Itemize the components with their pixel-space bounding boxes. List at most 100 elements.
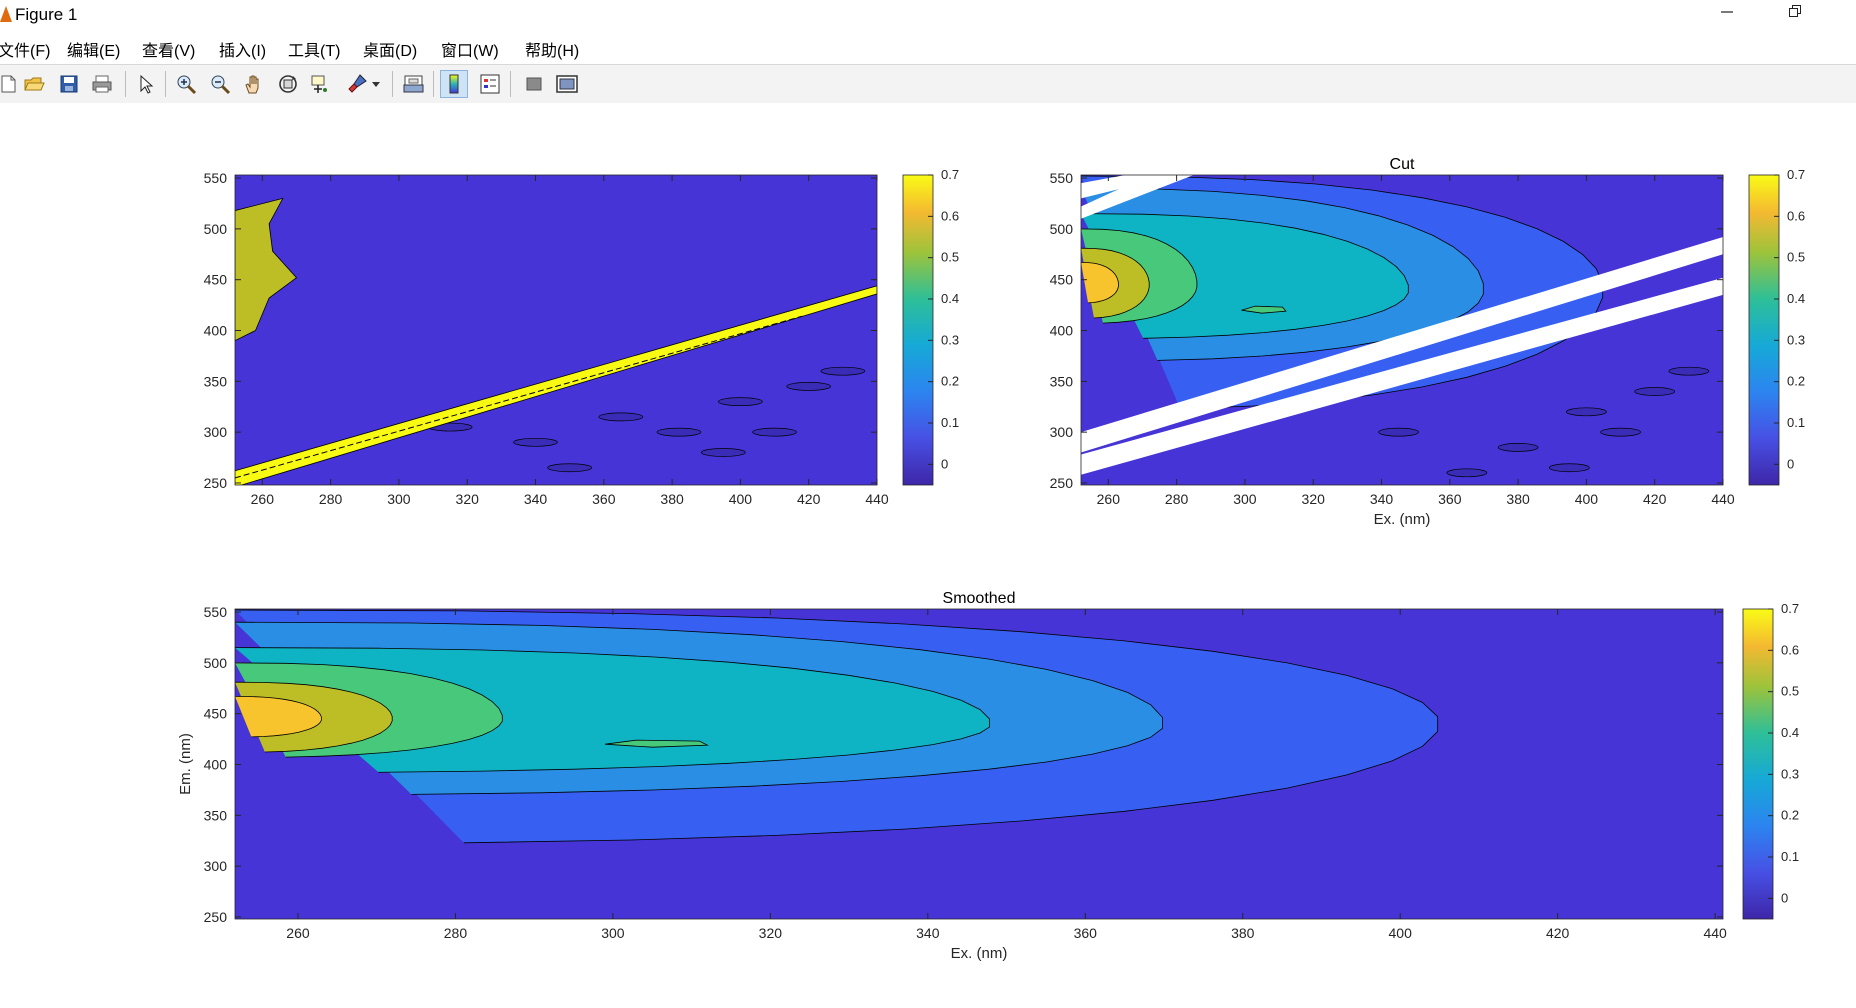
show-plot-tools-button[interactable] [553,70,581,98]
y-tick-label: 400 [204,323,228,339]
colorbar [902,174,934,486]
x-tick-label: 360 [1438,491,1462,507]
colorbar-tick-label: 0.7 [941,167,959,182]
select-arrow-icon [140,74,154,94]
y-tick-label: 350 [1050,373,1074,389]
colorbar-icon [449,74,459,94]
colorbar-tick-label: 0.4 [941,291,959,306]
x-tick-label: 260 [251,491,275,507]
x-tick-label: 380 [1506,491,1530,507]
colorbar-tick-label: 0.5 [1787,250,1805,265]
colorbar [1742,608,1774,920]
menu-edit[interactable]: 编辑(E) [67,43,121,60]
x-tick-label: 280 [1165,491,1189,507]
menu-view[interactable]: 查看(V) [142,43,196,60]
noise-contour [1497,443,1539,452]
data-cursor-button[interactable] [306,70,334,98]
y-tick-label: 550 [204,604,228,620]
colorbar-tick-label: 0.7 [1781,601,1799,616]
colorbar-tick-label: 0 [941,456,948,471]
colorbar-tick-label: 0.2 [1781,808,1799,823]
pan-hand-button[interactable] [240,70,268,98]
plot-area [235,175,877,485]
noise-contour [1446,468,1488,478]
colorbar-tick-label: 0.3 [1787,332,1805,347]
x-tick-label: 400 [1575,491,1599,507]
brush-dropdown-button[interactable] [370,70,382,98]
x-tick-label: 280 [319,491,343,507]
menu-insert[interactable]: 插入(I) [219,43,267,60]
y-tick-label: 350 [204,373,228,389]
restore-button[interactable] [1772,0,1818,30]
x-tick-label: 360 [1074,925,1098,941]
x-tick-label: 300 [1233,491,1257,507]
save-button[interactable] [55,70,83,98]
menu-bar: 文件(F) 编辑(E) 查看(V) 插入(I) 工具(T) 桌面(D) 窗口(W… [0,33,1856,61]
colorbar-tick-label: 0.6 [1781,642,1799,657]
secondary-peak-island [1241,305,1287,314]
noise-contour [1600,427,1641,437]
zoom-out-button[interactable] [206,70,234,98]
noise-contour [700,448,746,457]
zoom-out-icon [211,75,231,95]
open-file-button[interactable] [20,70,48,98]
smoothed-eem-panel: 260 280 300 320 340 360 380 400 420 440 250 300 350 4… [177,590,1799,962]
x-axis-label: Ex. (nm) [1374,511,1431,528]
new-figure-button[interactable] [0,70,22,98]
x-tick-label: 340 [524,491,548,507]
y-tick-label: 500 [1050,221,1074,237]
colorbar-tick-label: 0.4 [1781,725,1799,740]
legend-button[interactable] [476,70,504,98]
x-tick-label: 340 [916,925,940,941]
raw-eem-panel: 260 280 300 320 340 360 380 400 420 440 250 300 350 4… [204,167,959,507]
rotate-3d-button[interactable] [274,70,302,98]
noise-contour [513,437,558,447]
menu-help[interactable]: 帮助(H) [525,43,580,60]
menu-window[interactable]: 窗口(W) [441,43,499,60]
plot-axes-frame [234,174,878,486]
minimize-button[interactable] [1704,0,1750,30]
plot-axes-frame [234,608,1724,920]
colorbar-tick-label: 0 [1781,890,1788,905]
y-tick-label: 450 [204,272,228,288]
x-tick-label: 320 [456,491,480,507]
hide-plot-tools-button[interactable] [520,70,548,98]
select-arrow-button[interactable] [132,70,160,98]
link-plot-button[interactable] [400,70,428,98]
noise-contour [1668,366,1710,376]
y-tick-label: 300 [1050,424,1074,440]
data-cursor-icon [311,75,327,93]
y-tick-label: 400 [204,757,228,773]
colorbar-button[interactable] [440,70,468,98]
menu-desktop[interactable]: 桌面(D) [363,43,418,60]
colorbar-tick-label: 0.5 [1781,684,1799,699]
colorbar [1748,174,1780,486]
menu-file[interactable]: 文件(F) [0,43,51,60]
plot-area [235,609,1723,919]
colorbar-tick-label: 0.4 [1787,291,1805,306]
brush-icon [348,74,367,93]
x-tick-label: 380 [1231,925,1255,941]
matlab-logo-icon [0,6,12,22]
y-tick-label: 350 [204,807,228,823]
toolbar-separator [510,71,511,97]
print-button[interactable] [88,70,116,98]
restore-icon [1789,5,1801,17]
brush-button[interactable] [343,70,371,98]
contour-level-6 [1081,262,1119,304]
zoom-in-button[interactable] [172,70,200,98]
menu-tools[interactable]: 工具(T) [288,43,341,60]
minimize-icon [1721,11,1733,13]
noise-contour [718,397,763,407]
zoom-in-icon [177,75,197,95]
chart-title: Smoothed [943,590,1016,607]
y-tick-label: 250 [1050,475,1074,491]
plot-area [1081,175,1723,485]
window-titlebar: Figure 1 [0,0,1856,30]
colorbar-tick-label: 0 [1787,456,1794,471]
colorbar-tick-label: 0.3 [941,332,959,347]
toolbar-separator [165,71,166,97]
open-file-icon [24,77,45,91]
colorbar-tick-label: 0.1 [1781,849,1799,864]
chart-title: Cut [1390,156,1415,173]
